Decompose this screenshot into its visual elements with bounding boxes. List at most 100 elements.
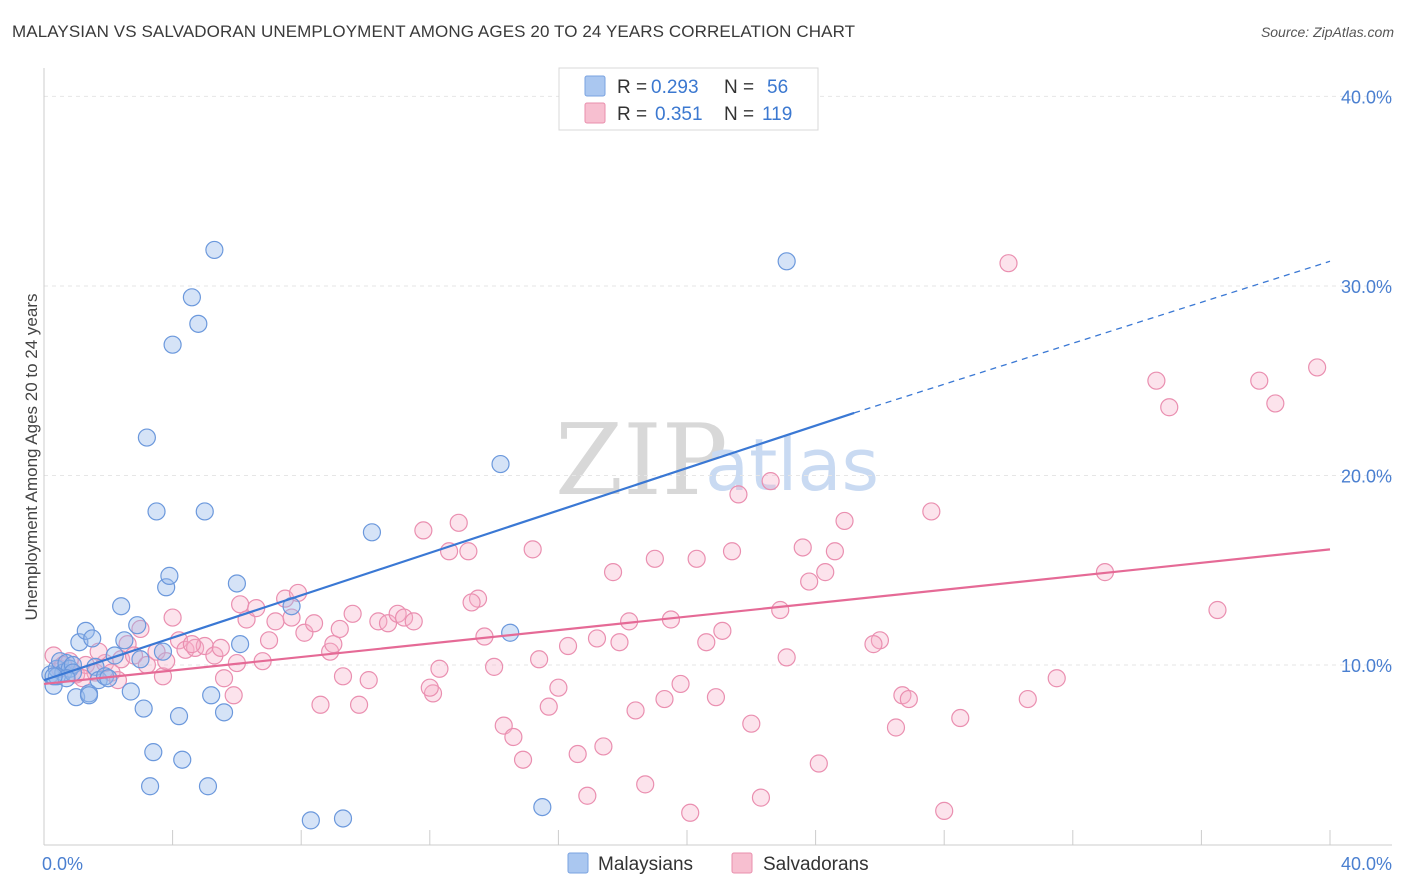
salvadoran-point bbox=[1147, 371, 1166, 390]
malaysian-point bbox=[301, 811, 320, 830]
malaysian-point bbox=[83, 629, 102, 648]
x-tick-marks bbox=[43, 830, 1331, 845]
salvadoran-point bbox=[751, 788, 771, 807]
watermark-zip: ZIP bbox=[555, 404, 728, 518]
salvadoran-point bbox=[951, 708, 970, 728]
salvadoran-point bbox=[378, 614, 398, 633]
legend-r-label-malaysians: R = bbox=[617, 77, 647, 98]
malaysian-point bbox=[163, 335, 182, 354]
salvadoran-point bbox=[205, 646, 224, 665]
malaysian-point bbox=[137, 428, 156, 447]
salvadoran-point bbox=[594, 737, 613, 756]
salvadoran-point bbox=[825, 542, 844, 561]
salvadoran-point bbox=[886, 718, 906, 737]
salvadoran-point bbox=[333, 667, 353, 686]
y-tick-labels: 10.0% 20.0% 30.0% 40.0% bbox=[1341, 87, 1392, 676]
gridlines bbox=[44, 95, 1392, 666]
salvadoran-point bbox=[729, 485, 748, 504]
salvadoran-point bbox=[864, 635, 883, 654]
malaysian-point bbox=[131, 650, 150, 669]
salvadoran-point bbox=[459, 542, 478, 561]
bottom-legend-swatch-malaysians bbox=[567, 852, 589, 874]
salvadoran-point bbox=[793, 538, 812, 557]
malaysian-point bbox=[533, 797, 552, 817]
salvadoran-point bbox=[935, 801, 954, 820]
salvadoran-point bbox=[343, 604, 362, 623]
salvadoran-point bbox=[182, 635, 201, 654]
salvadoran-point bbox=[163, 608, 182, 627]
watermark: ZIP atlas bbox=[555, 404, 879, 518]
malaysian-point bbox=[128, 616, 147, 635]
salvadoran-point bbox=[922, 502, 941, 521]
y-axis-label: Unemployment Among Ages 20 to 24 years bbox=[22, 294, 41, 621]
salvadoran-point bbox=[1250, 371, 1269, 390]
malaysian-point bbox=[202, 686, 221, 705]
malaysian-point bbox=[134, 699, 153, 718]
malaysian-point bbox=[76, 621, 95, 640]
bottom-legend-label-malaysians: Malaysians bbox=[598, 854, 693, 875]
salvadoran-point bbox=[214, 669, 234, 688]
salvadoran-point bbox=[722, 542, 742, 561]
salvadoran-point bbox=[224, 686, 243, 705]
salvadoran-point bbox=[211, 638, 230, 658]
malaysian-point bbox=[144, 743, 163, 762]
malaysians-trend-line bbox=[43, 411, 855, 682]
malaysian-point bbox=[115, 631, 134, 650]
salvadoran-point bbox=[423, 684, 443, 703]
salvadoran-point bbox=[449, 513, 468, 532]
legend-swatch-malaysians bbox=[584, 75, 606, 97]
y-tick-label-30: 30.0% bbox=[1341, 277, 1392, 297]
salvadoran-point bbox=[523, 540, 542, 559]
salvadoran-point bbox=[816, 563, 835, 582]
salvadoran-point bbox=[539, 697, 558, 716]
legend-r-value-malaysians: 0.293 bbox=[651, 77, 699, 98]
salvadoran-point bbox=[568, 744, 587, 764]
malaysian-point bbox=[173, 750, 192, 769]
legend-n-label-malaysians: N = bbox=[724, 77, 754, 98]
salvadoran-point bbox=[157, 652, 176, 671]
salvadoran-point bbox=[549, 678, 568, 697]
salvadoran-point bbox=[636, 775, 655, 794]
salvadoran-point bbox=[462, 593, 481, 612]
salvadoran-point bbox=[304, 614, 324, 633]
salvadoran-point bbox=[809, 754, 828, 773]
salvadoran-point bbox=[761, 472, 780, 491]
salvadoran-point bbox=[681, 803, 700, 822]
salvadoran-point bbox=[1160, 398, 1179, 417]
legend-n-value-salvadorans: 119 bbox=[762, 104, 792, 125]
legend-swatch-salvadorans bbox=[584, 102, 606, 124]
malaysian-point bbox=[121, 682, 140, 701]
salvadoran-point bbox=[311, 695, 330, 714]
salvadoran-point bbox=[999, 254, 1018, 273]
legend-n-value-malaysians: 56 bbox=[767, 77, 788, 98]
salvadoran-point bbox=[530, 650, 549, 669]
series-legend: Malaysians Salvadorans bbox=[567, 852, 869, 875]
malaysian-point bbox=[214, 703, 234, 722]
malaysian-point bbox=[79, 686, 99, 705]
salvadoran-point bbox=[504, 727, 523, 747]
salvadoran-point bbox=[359, 671, 378, 690]
salvadoran-point bbox=[655, 689, 674, 709]
correlation-legend: R = 0.293 N = 56 R = 0.351 N = 119 bbox=[558, 67, 819, 131]
salvadoran-point bbox=[610, 633, 629, 652]
salvadoran-point bbox=[414, 521, 433, 540]
salvadoran-point bbox=[485, 657, 504, 676]
malaysian-point bbox=[160, 566, 179, 585]
salvadoran-point bbox=[1308, 358, 1327, 377]
bottom-legend-swatch-salvadorans bbox=[731, 852, 753, 874]
salvadoran-point bbox=[671, 674, 690, 694]
salvadoran-point bbox=[1208, 600, 1227, 620]
salvadoran-point bbox=[626, 701, 645, 720]
salvadoran-point bbox=[330, 619, 349, 639]
malaysian-point bbox=[112, 597, 131, 616]
salvadoran-point bbox=[324, 635, 343, 654]
malaysian-point bbox=[777, 252, 796, 271]
salvadoran-point bbox=[1018, 689, 1037, 709]
malaysian-point bbox=[333, 809, 353, 828]
source-label: Source: ZipAtlas.com bbox=[1260, 24, 1394, 40]
salvadoran-point bbox=[1266, 394, 1285, 413]
salvadorans-trend-line bbox=[43, 548, 1331, 686]
salvadoran-point bbox=[558, 636, 578, 656]
y-tick-label-20: 20.0% bbox=[1341, 466, 1392, 486]
